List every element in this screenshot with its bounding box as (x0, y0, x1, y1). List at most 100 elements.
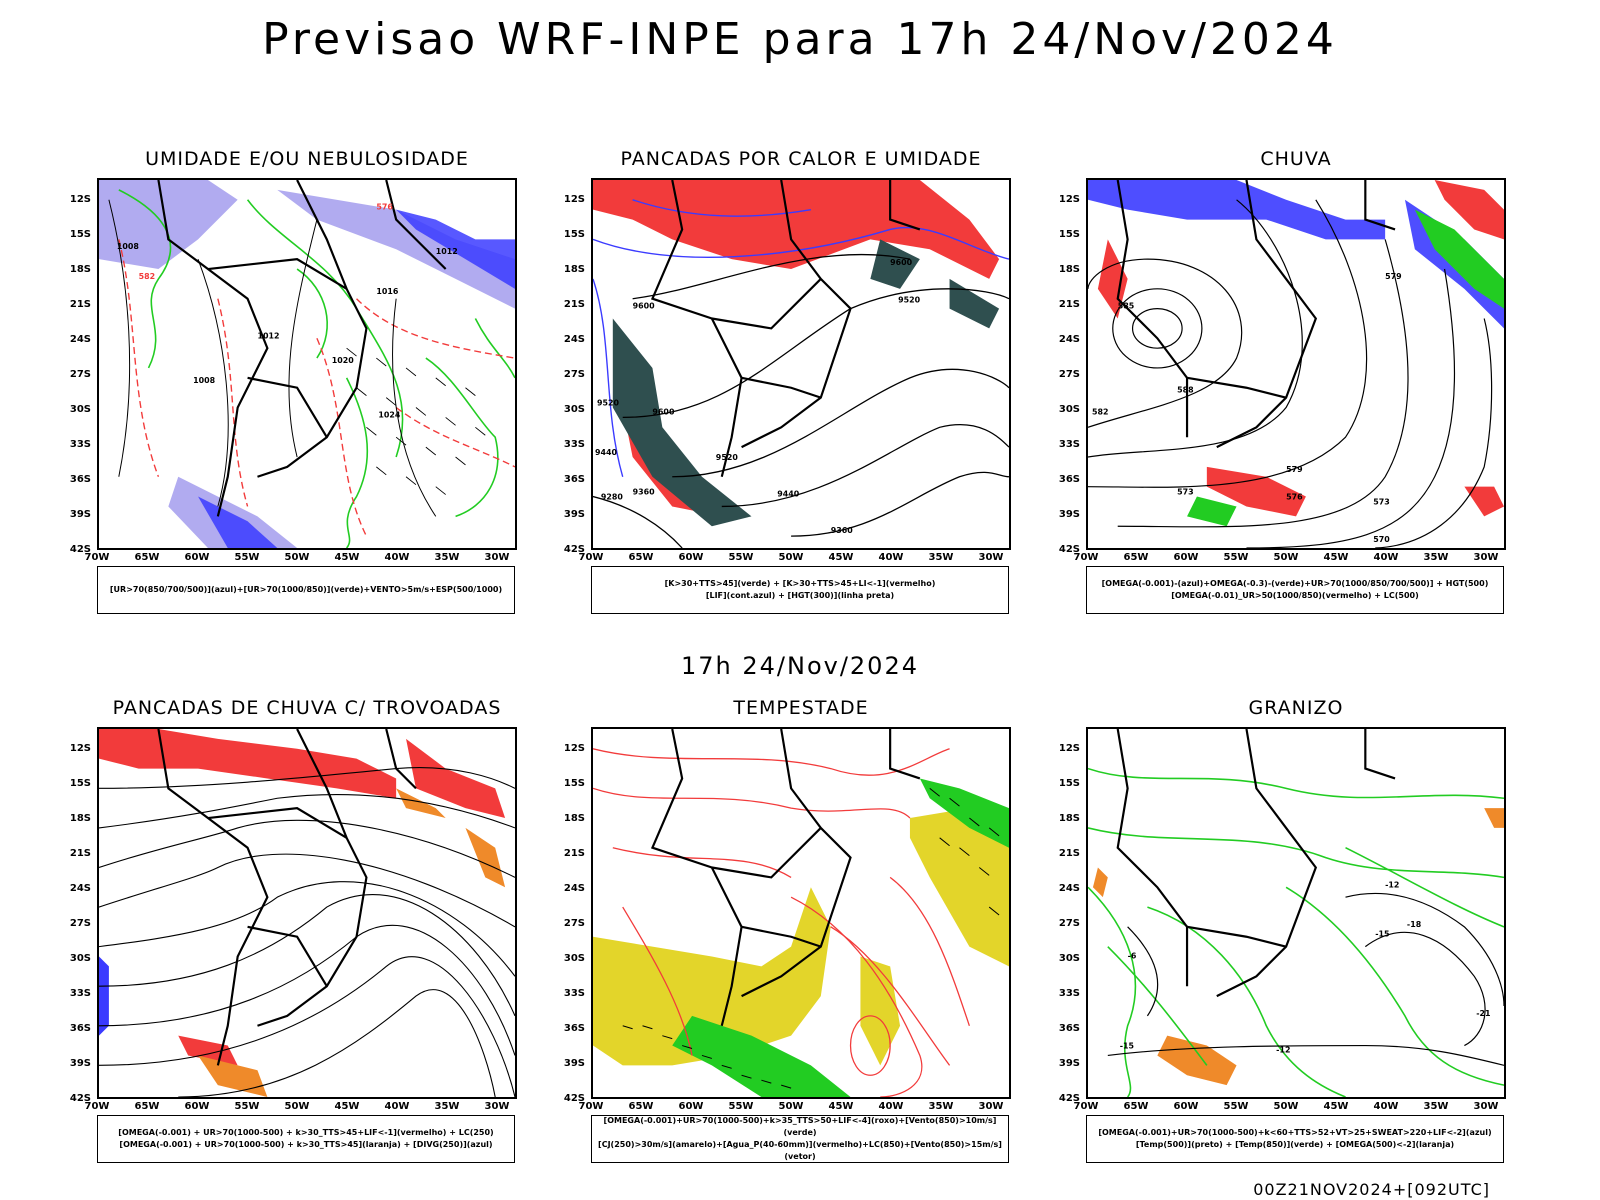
mid-title: 17h 24/Nov/2024 (680, 652, 919, 680)
contour-label: 1012 (436, 247, 458, 256)
country-borders (157, 729, 417, 1066)
panel-legend: [OMEGA(-0.001)-(azul)+OMEGA(-0.3)-(verde… (1086, 566, 1504, 614)
lat-label: 33S (1058, 439, 1080, 450)
lat-label: 42S (563, 544, 585, 555)
map-pancadas-calor: 9600 9520 9600 9520 9600 9520 9440 9360 … (591, 178, 1011, 550)
lon-label: 45W (1323, 552, 1349, 563)
legend-line: [UR>70(850/700/500)](azul)+[UR>70(1000/8… (109, 585, 503, 594)
country-borders (157, 180, 447, 517)
black-height-contours (1088, 199, 1493, 548)
lat-label: 39S (69, 1058, 91, 1069)
lon-label: 60W (1173, 552, 1199, 563)
lat-label: 21S (1058, 848, 1080, 859)
lon-label: 50W (778, 552, 804, 563)
orange-thunder-area (198, 788, 506, 1097)
lat-label: 12S (563, 194, 585, 205)
lon-label: 60W (184, 552, 210, 563)
lon-label: 30W (484, 552, 510, 563)
lat-label: 33S (1058, 988, 1080, 999)
lat-label: 21S (563, 848, 585, 859)
lon-label: 45W (334, 552, 360, 563)
lon-label: 55W (728, 1101, 754, 1112)
map-umidade: 1008 1012 1016 1020 1024 1008 1012 576 5… (97, 178, 517, 550)
lat-label: 15S (69, 778, 91, 789)
lon-label: 35W (434, 1101, 460, 1112)
green-wind-area (672, 778, 1009, 1097)
lon-label: 50W (1273, 552, 1299, 563)
lon-label: 40W (878, 552, 904, 563)
blue-humidity-area (198, 209, 515, 548)
contour-label: 9360 (831, 526, 854, 535)
lat-label: 24S (69, 883, 91, 894)
lon-label: 55W (234, 1101, 260, 1112)
legend-line: [OMEGA(-0.001)+UR>70(1000-500)+k<60+TTS>… (1098, 1128, 1492, 1137)
contour-label: 1024 (378, 410, 401, 419)
lat-label: 15S (1058, 229, 1080, 240)
lat-label: 15S (69, 229, 91, 240)
legend-line: [OMEGA(-0.01)_UR>50(1000/850)(vermelho) … (1171, 591, 1419, 600)
red-thickness-contours (118, 239, 515, 537)
lat-label: 15S (1058, 778, 1080, 789)
lon-label: 70W (1073, 1101, 1099, 1112)
map-tempestade (591, 727, 1011, 1099)
contour-label: 582 (1092, 407, 1109, 416)
contour-label: 9280 (601, 493, 624, 502)
lon-label: 55W (728, 552, 754, 563)
lat-label: 27S (563, 918, 585, 929)
lon-label: 65W (1123, 1101, 1149, 1112)
contour-label: 9600 (633, 302, 656, 311)
lat-label: 27S (563, 369, 585, 380)
lon-label: 40W (384, 552, 410, 563)
lightblue-humidity-area (99, 180, 515, 548)
contour-label: 579 (1385, 272, 1402, 281)
contour-label: 588 (1177, 386, 1194, 395)
map-granizo: -12 -15 -18 -21 -6 -15 -12 (1086, 727, 1506, 1099)
lon-label: 30W (1473, 552, 1499, 563)
lon-label: 50W (778, 1101, 804, 1112)
legend-line: [Temp(500)](preto) + [Temp(850)](verde) … (1135, 1140, 1455, 1149)
blue-divergence-area (99, 956, 109, 1036)
black-temp500-contours (1107, 892, 1504, 1066)
map-trovoadas (97, 727, 517, 1099)
lon-label: 70W (1073, 552, 1099, 563)
country-borders (1116, 180, 1396, 449)
lat-label: 39S (563, 509, 585, 520)
lon-label: 40W (1373, 1101, 1399, 1112)
lon-label: 35W (1423, 1101, 1449, 1112)
lat-label: 12S (563, 743, 585, 754)
panel-legend: [OMEGA(-0.001)+UR>70(1000-500)+k<60+TTS>… (1086, 1115, 1504, 1163)
panel-title: PANCADAS DE CHUVA C/ TROVOADAS (112, 697, 502, 719)
contour-label: 573 (1177, 488, 1194, 497)
red-water-contours (593, 748, 970, 1097)
lat-label: 27S (1058, 369, 1080, 380)
panel-legend: [OMEGA(-0.001) + UR>70(1000-500) + k>30_… (97, 1115, 515, 1163)
black-pressure-contours (108, 199, 437, 517)
lat-label: 30S (563, 953, 585, 964)
lat-label: 24S (1058, 883, 1080, 894)
lat-label: 18S (1058, 264, 1080, 275)
lon-label: 70W (578, 552, 604, 563)
panel-title: CHUVA (1260, 148, 1332, 170)
lat-label: 36S (69, 1023, 91, 1034)
lat-label: 39S (563, 1058, 585, 1069)
lat-label: 42S (1058, 1093, 1080, 1104)
lon-label: 35W (434, 552, 460, 563)
green-omega-area (1187, 209, 1504, 527)
lon-label: 55W (1223, 552, 1249, 563)
lon-label: 55W (1223, 1101, 1249, 1112)
lon-label: 35W (928, 552, 954, 563)
lon-label: 35W (928, 1101, 954, 1112)
contour-label: 1008 (117, 242, 140, 251)
streamlines (99, 767, 515, 1097)
teal-instability-area (612, 239, 1000, 527)
country-borders (650, 180, 921, 478)
country-borders (1116, 729, 1396, 998)
lat-label: 27S (69, 369, 91, 380)
lat-label: 30S (563, 404, 585, 415)
lon-label: 30W (978, 1101, 1004, 1112)
lat-label: 42S (69, 1093, 91, 1104)
lat-label: 18S (1058, 813, 1080, 824)
lat-label: 18S (563, 813, 585, 824)
lon-label: 70W (578, 1101, 604, 1112)
lon-label: 50W (284, 552, 310, 563)
